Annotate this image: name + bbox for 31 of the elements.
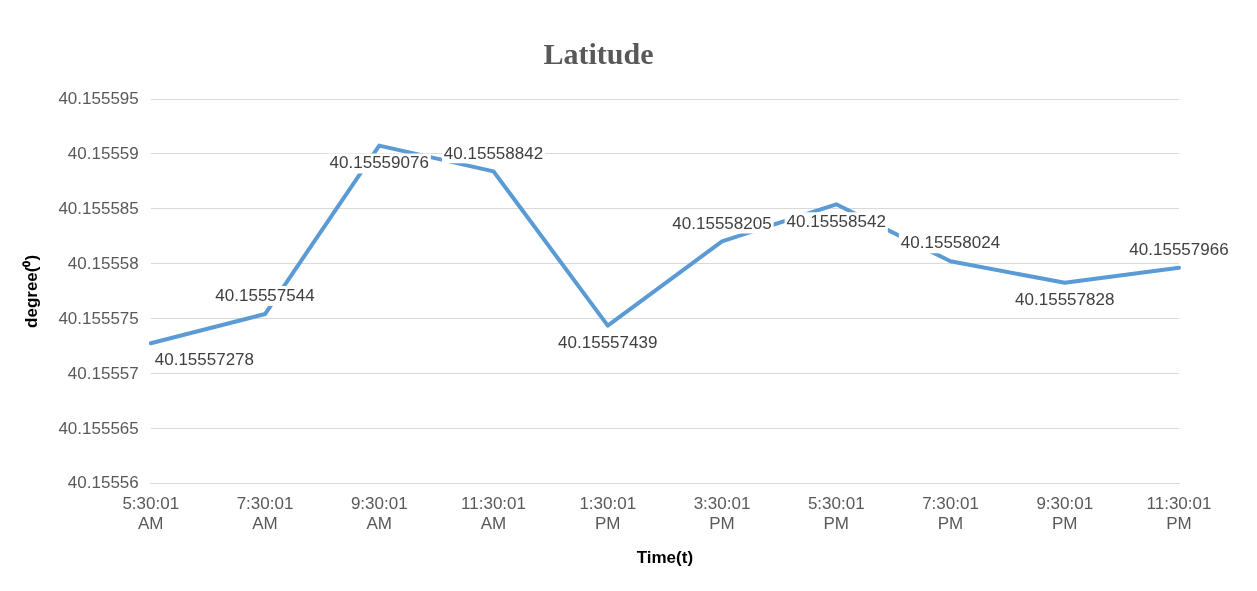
data-label: 40.15557439 (558, 332, 658, 352)
x-tick-label: 5:30:01 PM (807, 493, 865, 534)
data-label: 40.15557828 (1015, 290, 1115, 310)
y-tick-label: 40.15559 (67, 143, 139, 163)
data-label: 40.15557278 (154, 350, 255, 370)
y-tick-label: 40.15557 (67, 363, 139, 383)
x-tick-label: 1:30:01 PM (579, 493, 637, 534)
chart-title: Latitude (543, 36, 654, 70)
x-tick-label: 9:30:01 AM (350, 493, 408, 534)
data-label: 40.15558542 (786, 211, 886, 231)
y-tick-label: 40.155585 (58, 198, 139, 218)
x-tick-label: 5:30:01 AM (122, 493, 180, 534)
y-tick-label: 40.15556 (67, 473, 139, 493)
data-label: 40.15557544 (215, 286, 315, 306)
data-label: 40.15557966 (1129, 239, 1229, 259)
data-label: 40.15559076 (329, 152, 429, 172)
data-label: 40.15558024 (900, 233, 1001, 253)
x-axis-title: Time(t) (636, 548, 694, 568)
data-label: 40.15558205 (672, 213, 772, 233)
y-tick-label: 40.155595 (58, 88, 139, 108)
x-tick-label: 3:30:01 PM (693, 493, 751, 534)
y-tick-label: 40.155565 (58, 418, 139, 438)
x-tick-label: 11:30:01 AM (461, 493, 526, 534)
x-tick-label: 11:30:01 PM (1146, 493, 1212, 534)
y-tick-label: 40.155575 (58, 308, 139, 328)
data-label: 40.15558842 (443, 143, 544, 163)
x-tick-label: 7:30:01 PM (922, 493, 979, 534)
y-axis-title: degree(⁰) (21, 254, 41, 328)
x-tick-label: 9:30:01 PM (1036, 493, 1094, 534)
x-tick-label: 7:30:01 AM (236, 493, 294, 534)
y-tick-label: 40.15558 (67, 253, 139, 273)
